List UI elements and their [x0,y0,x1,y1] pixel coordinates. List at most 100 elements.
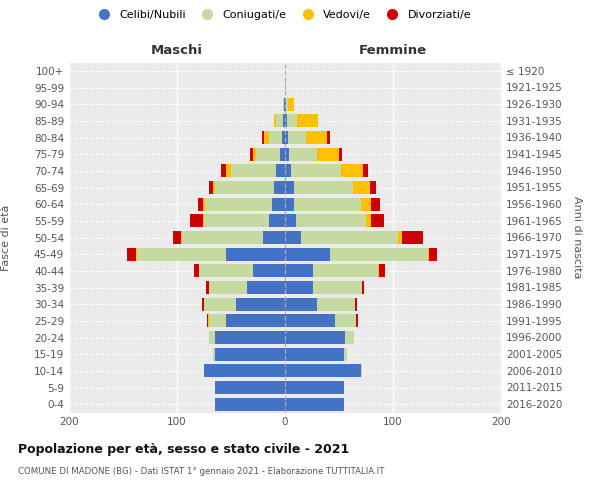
Bar [366,214,371,228]
Bar [293,181,353,194]
Bar [263,231,285,244]
Bar [204,364,285,378]
Y-axis label: Anni di nascita: Anni di nascita [572,196,582,278]
Bar [285,98,286,110]
Bar [285,214,296,228]
Bar [209,181,212,194]
Bar [136,248,137,260]
Bar [202,298,204,310]
Bar [285,248,331,260]
Bar [204,298,236,310]
Bar [207,314,208,328]
Bar [215,398,285,410]
Bar [362,281,364,294]
Bar [215,348,285,360]
Bar [379,264,385,278]
Bar [199,264,253,278]
Bar [313,264,378,278]
Bar [285,231,301,244]
Bar [370,181,376,194]
Bar [226,164,231,177]
Bar [277,114,283,128]
Bar [209,314,226,328]
Bar [283,114,285,128]
Bar [371,198,380,210]
Bar [313,281,362,294]
Bar [285,264,313,278]
Bar [292,164,341,177]
Bar [361,364,362,378]
Bar [339,148,342,160]
Bar [284,98,285,110]
Bar [209,331,215,344]
Bar [285,148,289,160]
Bar [287,114,297,128]
Bar [317,298,355,310]
Bar [335,314,356,328]
Bar [205,198,272,210]
Text: Femmine: Femmine [359,44,427,58]
Bar [285,348,344,360]
Bar [401,231,423,244]
Bar [285,198,293,210]
Bar [346,331,354,344]
Bar [371,214,385,228]
Bar [253,148,256,160]
Text: Fasce di età: Fasce di età [1,204,11,270]
Bar [182,231,263,244]
Bar [274,114,277,128]
Bar [361,198,371,210]
Bar [221,164,226,177]
Bar [203,198,205,210]
Bar [197,198,203,210]
Bar [137,248,226,260]
Bar [293,198,361,210]
Bar [282,131,285,144]
Bar [269,131,282,144]
Bar [341,164,363,177]
Bar [285,381,344,394]
Bar [215,381,285,394]
Bar [206,281,209,294]
Bar [378,264,379,278]
Bar [285,364,361,378]
Bar [231,164,277,177]
Bar [250,148,253,160]
Bar [277,164,285,177]
Bar [226,248,285,260]
Bar [285,164,292,177]
Bar [344,348,347,360]
Bar [203,214,204,228]
Bar [236,298,285,310]
Bar [269,214,285,228]
Bar [253,264,285,278]
Bar [127,248,136,260]
Bar [327,131,331,144]
Bar [204,214,269,228]
Bar [215,181,274,194]
Bar [208,314,209,328]
Bar [288,131,305,144]
Legend: Celibi/Nubili, Coniugati/e, Vedovi/e, Divorziati/e: Celibi/Nubili, Coniugati/e, Vedovi/e, Di… [88,6,476,25]
Text: Popolazione per età, sesso e stato civile - 2021: Popolazione per età, sesso e stato civil… [18,442,349,456]
Bar [301,231,398,244]
Bar [256,148,280,160]
Bar [190,214,203,228]
Bar [285,281,313,294]
Bar [285,314,335,328]
Bar [280,148,285,160]
Bar [289,148,317,160]
Bar [173,231,181,244]
Bar [286,98,288,110]
Bar [285,298,317,310]
Bar [297,114,319,128]
Bar [283,98,284,110]
Bar [288,98,293,110]
Bar [398,231,401,244]
Bar [194,264,199,278]
Text: COMUNE DI MADONE (BG) - Dati ISTAT 1° gennaio 2021 - Elaborazione TUTTITALIA.IT: COMUNE DI MADONE (BG) - Dati ISTAT 1° ge… [18,468,385,476]
Bar [285,331,346,344]
Bar [262,131,265,144]
Bar [226,314,285,328]
Bar [247,281,285,294]
